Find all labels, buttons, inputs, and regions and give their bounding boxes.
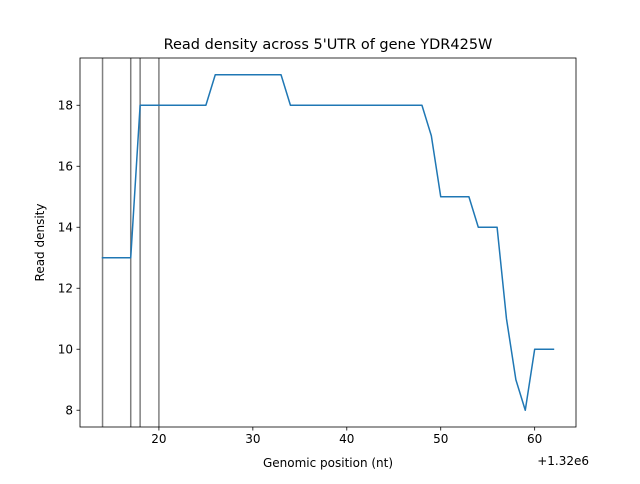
x-axis-ticks: 20 30 40 50 60 bbox=[151, 427, 542, 446]
x-tick-label: 30 bbox=[245, 432, 260, 446]
x-tick-label: 60 bbox=[527, 432, 542, 446]
y-tick-label: 12 bbox=[58, 282, 73, 296]
y-axis-ticks: 8 10 12 14 16 18 bbox=[58, 99, 80, 418]
x-axis-label: Genomic position (nt) bbox=[263, 456, 393, 470]
y-tick-label: 10 bbox=[58, 343, 73, 357]
y-tick-label: 8 bbox=[65, 404, 73, 418]
series-line bbox=[101, 74, 555, 411]
x-axis-offset-label: +1.32e6 bbox=[537, 454, 589, 468]
series-group bbox=[101, 74, 555, 411]
x-tick-label: 50 bbox=[433, 432, 448, 446]
y-tick-label: 14 bbox=[58, 221, 73, 235]
chart-title: Read density across 5'UTR of gene YDR425… bbox=[164, 37, 493, 53]
x-tick-label: 40 bbox=[339, 432, 354, 446]
x-tick-label: 20 bbox=[151, 432, 166, 446]
y-tick-label: 18 bbox=[58, 99, 73, 113]
vertical-marker-lines bbox=[101, 58, 160, 427]
y-axis-label: Read density bbox=[33, 204, 47, 282]
plot-frame bbox=[79, 57, 577, 428]
y-tick-label: 16 bbox=[58, 160, 73, 174]
